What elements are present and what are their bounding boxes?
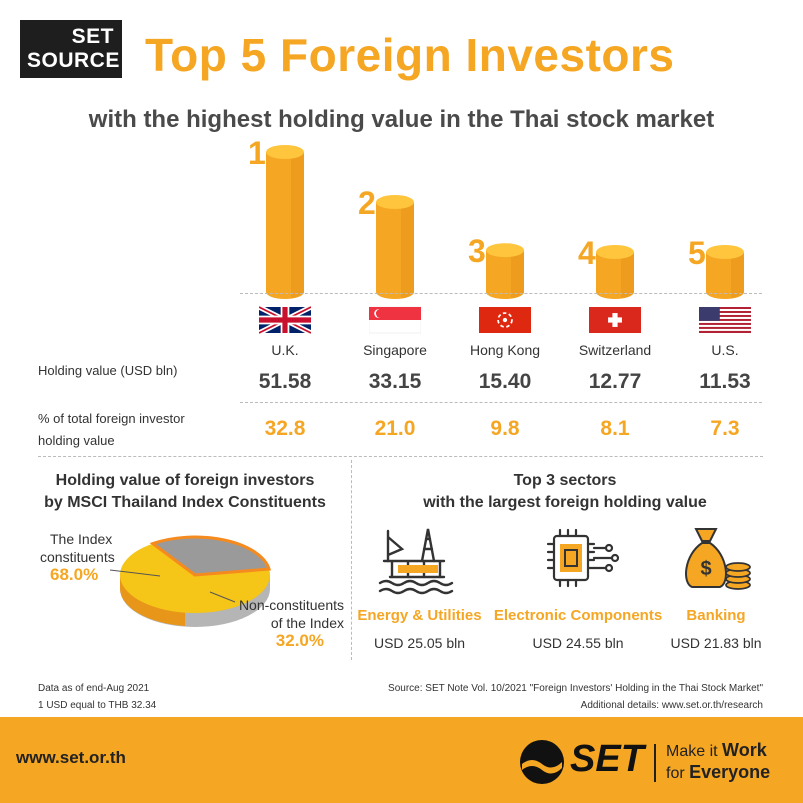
percent-row-label: % of total foreign investor holding valu… [38, 411, 185, 448]
sector-name-energy: Energy & Utilities [357, 607, 482, 624]
holding-value-row-label: Holding value (USD bln) [38, 363, 178, 378]
bar-switzerland [596, 245, 634, 299]
singapore-flag-icon [369, 306, 421, 334]
country-label-us: U.S. [711, 342, 739, 358]
sector-value-energy: USD 25.05 bln [373, 635, 466, 651]
page-title: Top 5 Foreign Investors [145, 29, 675, 81]
oil-rig-icon [378, 528, 454, 595]
rank-label: 4 [578, 235, 596, 271]
switzerland-flag-icon [589, 307, 641, 333]
pie-label-non-constituents: Non-constituents of the Index 32.0% [238, 597, 344, 650]
percent-us: 7.3 [710, 417, 740, 440]
pie-leader-line [109, 569, 161, 577]
rank-label: 5 [688, 235, 706, 271]
sector-name-banking: Banking [686, 607, 746, 624]
pie-side-accent [120, 575, 185, 626]
sector-name-electronics: Electronic Components [493, 607, 663, 624]
pie-slice-non-constituents [149, 535, 272, 577]
holding-value-switzerland: 12.77 [588, 370, 642, 393]
vertical-divider [351, 460, 352, 660]
country-label-uk: U.K. [271, 342, 299, 358]
percent-uk: 32.8 [264, 417, 306, 440]
hong-kong-flag-icon [479, 307, 531, 333]
page-subtitle: with the highest holding value in the Th… [88, 106, 715, 133]
data-note: Data as of end-Aug 2021 1 USD equal to T… [38, 683, 157, 711]
footer-divider [654, 744, 656, 782]
holding-value-us: 11.53 [699, 370, 751, 393]
footer-bar [0, 717, 803, 803]
set-source-logo: SET SOURCE [20, 20, 122, 78]
sectors-section-title: Top 3 sectors with the largest foreign h… [423, 472, 707, 511]
rank-label: 2 [358, 185, 376, 221]
section-divider [38, 456, 763, 457]
investor-bar-chart: 1 2 3 4 5 [248, 140, 744, 299]
set-brand-text: SET [570, 738, 644, 780]
percent-switzerland: 8.1 [600, 417, 630, 440]
bar-singapore [376, 195, 414, 299]
slogan: Make it Work for Everyone [666, 740, 771, 782]
money-bag-icon: $ [685, 528, 751, 590]
row-divider [240, 402, 762, 403]
pie-label-constituents: The Index constituents 68.0% [40, 531, 115, 584]
sector-value-banking: USD 21.83 bln [670, 635, 762, 651]
bar-u-s- [706, 245, 744, 299]
sector-value-electronics: USD 24.55 bln [532, 635, 624, 651]
rank-label: 3 [468, 233, 486, 269]
chip-icon [546, 528, 620, 588]
pie-section-title: Holding value of foreign investors by MS… [44, 472, 326, 511]
source-note: Source: SET Note Vol. 10/2021 "Foreign I… [388, 683, 763, 711]
svg-text:$: $ [700, 558, 711, 580]
set-logo-icon [520, 740, 564, 784]
uk-flag-icon [259, 306, 311, 334]
rank-label: 1 [248, 140, 266, 171]
us-flag-icon [699, 307, 751, 333]
percent-hong-kong: 9.8 [490, 417, 520, 440]
msci-pie-chart [109, 535, 272, 627]
bar-hong-kong [486, 243, 524, 299]
percent-singapore: 21.0 [374, 417, 416, 440]
country-label-switzerland: Switzerland [578, 342, 652, 358]
country-label-hong-kong: Hong Kong [469, 342, 541, 358]
pie-slice-constituents [120, 543, 270, 613]
holding-value-uk: 51.58 [258, 370, 312, 393]
chart-baseline [240, 293, 762, 294]
bar-u-k- [266, 145, 304, 299]
website-link[interactable]: www.set.or.th [16, 748, 126, 767]
pie-leader-line [209, 591, 236, 603]
holding-value-hong-kong: 15.40 [478, 370, 532, 393]
country-label-singapore: Singapore [363, 342, 427, 358]
holding-value-singapore: 33.15 [368, 370, 422, 393]
